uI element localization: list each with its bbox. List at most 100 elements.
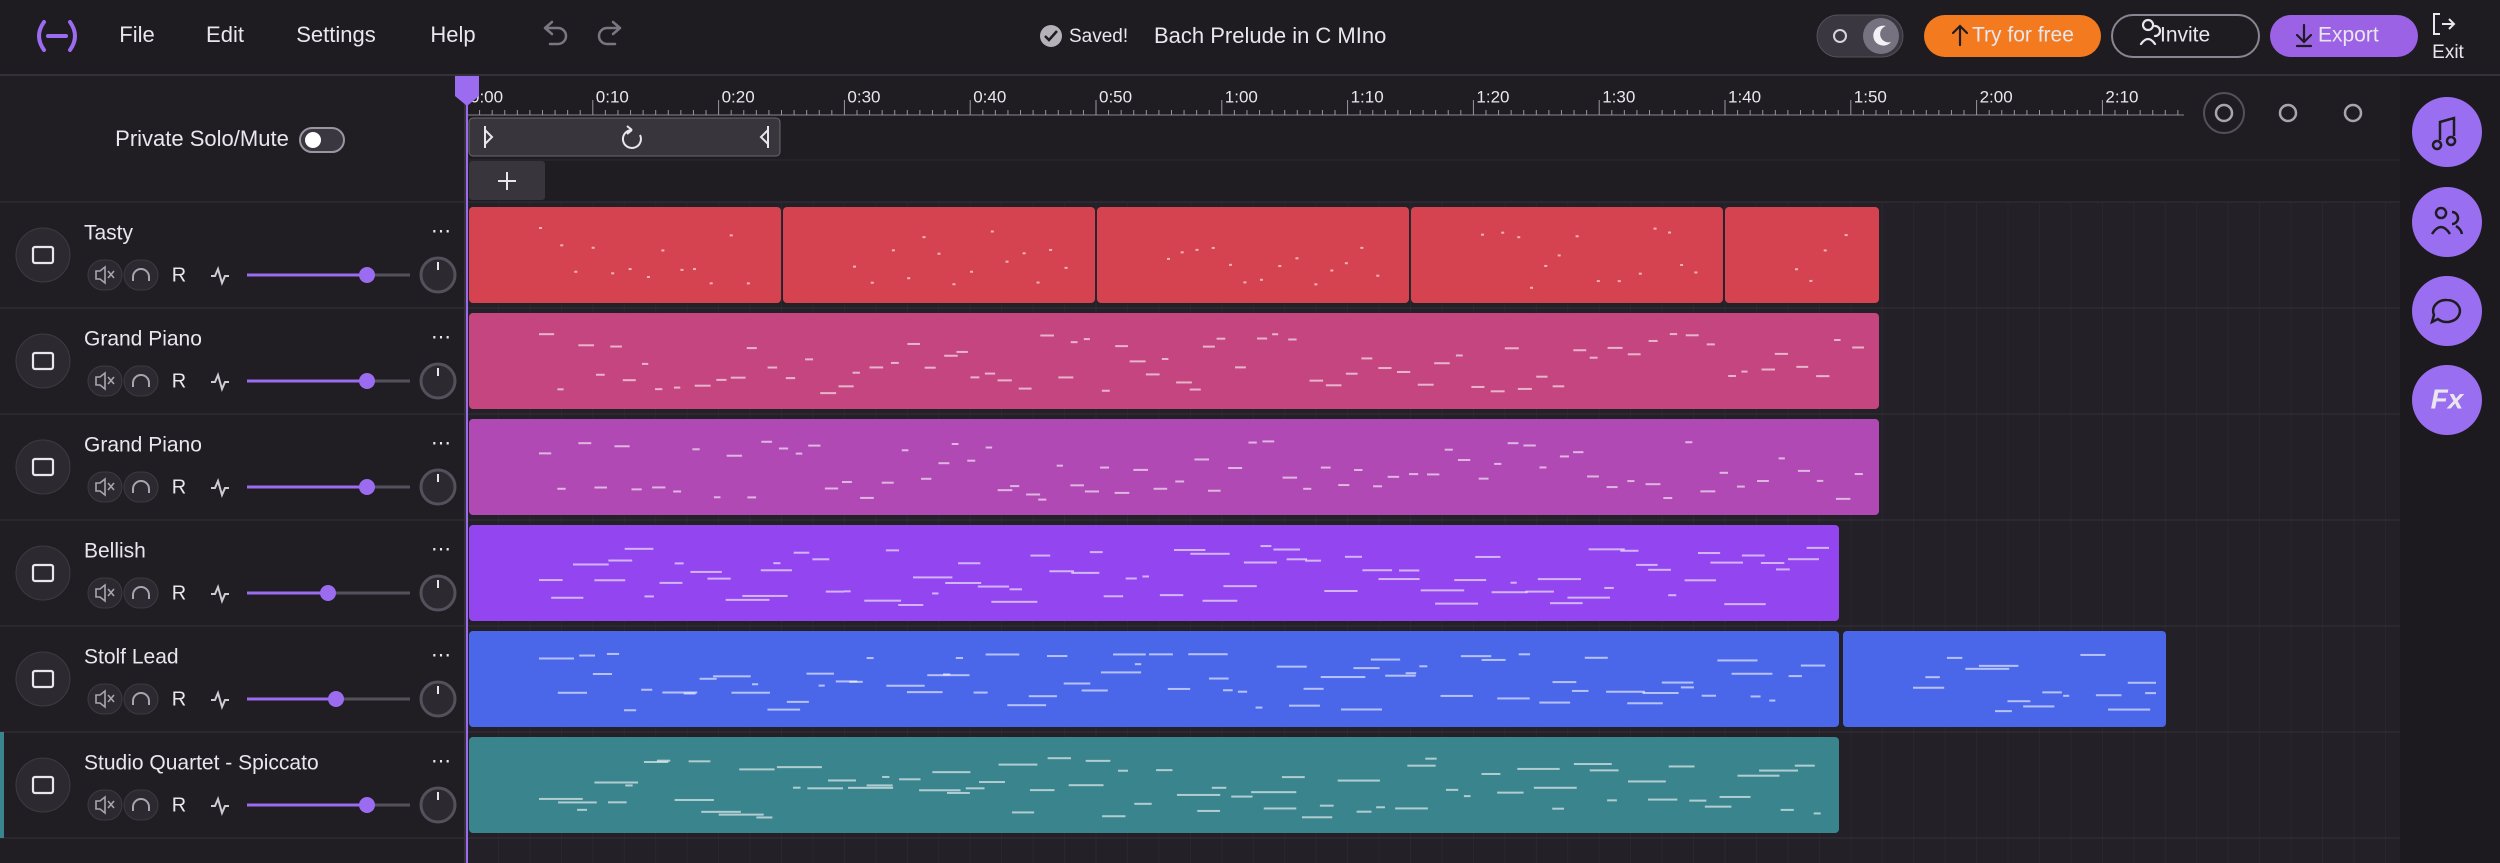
clip[interactable] bbox=[1097, 207, 1409, 303]
automation-icon[interactable] bbox=[211, 584, 229, 604]
clip-body bbox=[469, 631, 1839, 727]
clip-note bbox=[1995, 710, 2012, 713]
record-button[interactable]: R bbox=[172, 264, 186, 286]
settings-icon[interactable] bbox=[2278, 103, 2298, 123]
pan-knob[interactable] bbox=[419, 574, 457, 612]
solo-button[interactable] bbox=[123, 365, 159, 397]
pan-knob[interactable] bbox=[419, 256, 457, 294]
volume-knob[interactable] bbox=[359, 797, 375, 813]
clip-note bbox=[2145, 692, 2156, 695]
track-menu[interactable]: ⋯ bbox=[431, 644, 451, 666]
track-menu[interactable]: ⋯ bbox=[431, 326, 451, 348]
instrument-icon[interactable] bbox=[15, 439, 71, 495]
clip[interactable] bbox=[469, 525, 1839, 621]
try-button[interactable]: Try for free bbox=[1924, 15, 2101, 57]
clip[interactable] bbox=[1411, 207, 1723, 303]
volume-knob[interactable] bbox=[359, 479, 375, 495]
clip-note bbox=[1760, 562, 1785, 565]
track-menu[interactable]: ⋯ bbox=[431, 220, 451, 242]
clip-note bbox=[1700, 490, 1716, 493]
track-menu[interactable]: ⋯ bbox=[431, 750, 451, 772]
menu-item[interactable]: File bbox=[119, 22, 154, 47]
redo-button[interactable] bbox=[597, 20, 622, 46]
clip-note bbox=[655, 388, 663, 391]
clip-note bbox=[1081, 689, 1108, 692]
sidebar-button[interactable] bbox=[2412, 276, 2482, 346]
clip-note bbox=[773, 562, 781, 565]
invite-button[interactable]: Invite bbox=[2111, 14, 2260, 58]
clip-note bbox=[1685, 334, 1699, 337]
track-menu[interactable]: ⋯ bbox=[431, 538, 451, 560]
solo-button[interactable] bbox=[123, 683, 159, 715]
clip-note bbox=[1149, 653, 1173, 656]
clip-note bbox=[891, 249, 895, 252]
record-button[interactable]: R bbox=[172, 688, 186, 710]
automation-icon[interactable] bbox=[211, 266, 229, 286]
record-button[interactable]: R bbox=[172, 370, 186, 392]
pan-knob[interactable] bbox=[419, 362, 457, 400]
clip[interactable] bbox=[469, 207, 781, 303]
logo[interactable] bbox=[37, 20, 77, 52]
magnet-button[interactable] bbox=[2203, 92, 2245, 134]
automation-icon[interactable] bbox=[211, 796, 229, 816]
pan-knob[interactable] bbox=[419, 786, 457, 824]
automation-icon[interactable] bbox=[211, 372, 229, 392]
project-title[interactable]: Bach Prelude in C MIno bbox=[1154, 23, 1386, 48]
clip[interactable] bbox=[469, 419, 1879, 515]
menu-item[interactable]: Help bbox=[430, 22, 475, 47]
pan-knob[interactable] bbox=[419, 468, 457, 506]
sidebar-button-bg bbox=[2412, 365, 2482, 435]
menu-item[interactable]: Settings bbox=[296, 22, 376, 47]
sidebar-button[interactable] bbox=[2412, 97, 2482, 167]
clip-note bbox=[2063, 694, 2070, 697]
record-button[interactable]: R bbox=[172, 582, 186, 604]
clip-note bbox=[1481, 772, 1501, 775]
playhead-handle[interactable] bbox=[455, 76, 479, 106]
automation-icon[interactable] bbox=[211, 478, 229, 498]
instrument-icon[interactable] bbox=[15, 651, 71, 707]
instrument-icon[interactable] bbox=[15, 227, 71, 283]
pan-knob[interactable] bbox=[419, 680, 457, 718]
clip[interactable] bbox=[469, 737, 1839, 833]
clip-note bbox=[1387, 475, 1400, 478]
clip[interactable] bbox=[1725, 207, 1879, 303]
volume-knob[interactable] bbox=[359, 267, 375, 283]
solo-button[interactable] bbox=[123, 789, 159, 821]
clip-note bbox=[1049, 570, 1074, 573]
instrument-icon[interactable] bbox=[15, 757, 71, 813]
clip[interactable] bbox=[1843, 631, 2166, 727]
menu-item[interactable]: Edit bbox=[206, 22, 244, 47]
loop-bar[interactable] bbox=[468, 117, 781, 157]
exit-button[interactable]: Exit bbox=[2432, 13, 2465, 63]
automation-icon[interactable] bbox=[211, 690, 229, 710]
instrument-icon[interactable] bbox=[15, 333, 71, 389]
solo-button[interactable] bbox=[123, 471, 159, 503]
volume-knob[interactable] bbox=[359, 373, 375, 389]
track-name[interactable]: Tasty bbox=[84, 222, 134, 245]
clip[interactable] bbox=[783, 207, 1095, 303]
solo-button[interactable] bbox=[123, 577, 159, 609]
loop-icon[interactable] bbox=[2343, 103, 2363, 123]
theme-toggle[interactable] bbox=[1816, 14, 1904, 58]
clip-note bbox=[924, 366, 936, 369]
record-button[interactable]: R bbox=[172, 476, 186, 498]
track-name[interactable]: Grand Piano bbox=[84, 328, 202, 351]
track-menu[interactable]: ⋯ bbox=[431, 432, 451, 454]
instrument-icon[interactable] bbox=[15, 545, 71, 601]
track-name[interactable]: Grand Piano bbox=[84, 434, 202, 457]
solo-button[interactable] bbox=[123, 259, 159, 291]
clip[interactable] bbox=[469, 631, 1839, 727]
track-name[interactable]: Bellish bbox=[84, 540, 146, 563]
clip-note bbox=[2095, 694, 2122, 697]
undo-button[interactable] bbox=[543, 20, 568, 46]
clip[interactable] bbox=[469, 313, 1879, 409]
track-name[interactable]: Studio Quartet - Spiccato bbox=[84, 752, 319, 775]
volume-knob[interactable] bbox=[328, 691, 344, 707]
track-name[interactable]: Stolf Lead bbox=[84, 646, 179, 669]
sidebar-button[interactable]: Fx bbox=[2412, 365, 2482, 435]
export-button[interactable]: Export bbox=[2270, 15, 2418, 57]
record-button[interactable]: R bbox=[172, 794, 186, 816]
volume-knob[interactable] bbox=[320, 585, 336, 601]
sidebar-button[interactable] bbox=[2412, 187, 2482, 257]
clip-body bbox=[469, 525, 1839, 621]
